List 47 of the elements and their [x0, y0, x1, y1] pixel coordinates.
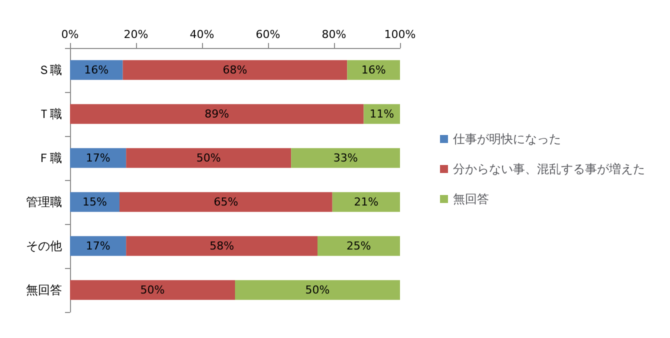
y-tick-label: Ｓ職 — [38, 63, 62, 77]
data-label: 15% — [82, 196, 107, 208]
bar — [70, 148, 126, 168]
data-label: 50% — [196, 152, 221, 164]
data-label: 25% — [346, 240, 371, 252]
data-label: 50% — [140, 284, 165, 296]
bar — [332, 192, 400, 212]
y-tick-label: 無回答 — [26, 283, 62, 297]
data-label: 89% — [204, 108, 230, 120]
bar — [291, 148, 400, 168]
bar — [70, 236, 126, 256]
y-tick-label: 管理職 — [26, 195, 62, 209]
bar — [70, 104, 364, 124]
data-label: 11% — [370, 108, 394, 120]
data-label: 33% — [333, 152, 358, 164]
y-tick-label: Ｔ職 — [38, 107, 62, 121]
data-label: 17% — [86, 152, 110, 164]
data-label: 50% — [305, 284, 330, 296]
data-label: 58% — [210, 240, 234, 252]
x-tick-label: 60% — [256, 28, 280, 41]
x-tick-label: 20% — [124, 28, 148, 41]
bar — [70, 60, 123, 80]
legend-label: 仕事が明快になった — [452, 132, 561, 146]
bar — [120, 192, 332, 212]
x-tick-label: 80% — [322, 28, 346, 41]
y-tick-label: その他 — [26, 239, 62, 253]
data-label: 17% — [86, 240, 110, 252]
x-tick-label: 0% — [61, 28, 79, 41]
data-label: 16% — [84, 64, 109, 76]
legend-label: 分からない事、混乱する事が増えた — [453, 162, 645, 176]
data-label: 68% — [222, 64, 248, 76]
data-label: 21% — [354, 196, 378, 208]
bar — [126, 236, 318, 256]
bar — [347, 60, 400, 80]
data-label: 65% — [214, 196, 238, 208]
bar — [70, 192, 120, 212]
bar — [364, 104, 400, 124]
y-tick-label: Ｆ職 — [38, 151, 62, 165]
data-label: 16% — [361, 64, 386, 76]
legend-label: 無回答 — [453, 192, 489, 206]
x-tick-label: 100% — [384, 28, 416, 41]
bar — [318, 236, 400, 256]
bar — [235, 280, 400, 300]
bar — [126, 148, 292, 168]
bar — [70, 280, 235, 300]
bar — [122, 60, 348, 80]
x-tick-label: 40% — [190, 28, 214, 41]
